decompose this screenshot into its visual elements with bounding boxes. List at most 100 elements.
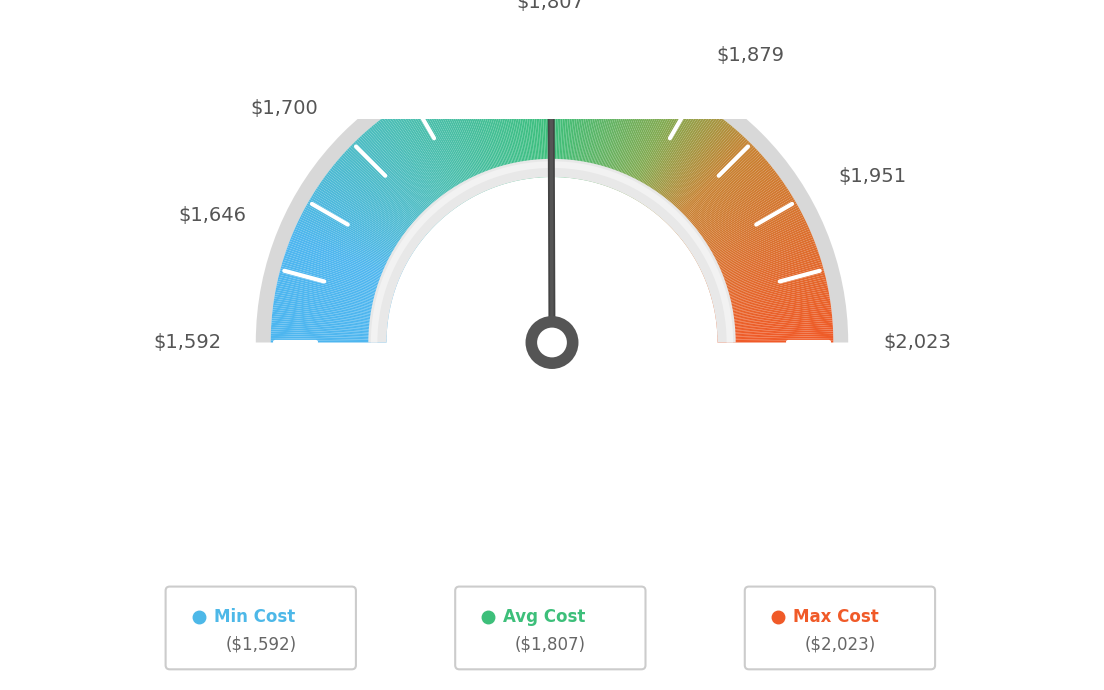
Wedge shape	[286, 249, 396, 289]
Wedge shape	[386, 114, 456, 208]
Wedge shape	[718, 338, 834, 341]
Wedge shape	[312, 194, 412, 256]
Wedge shape	[418, 94, 475, 197]
Wedge shape	[715, 294, 829, 315]
Wedge shape	[495, 67, 520, 181]
Wedge shape	[270, 329, 386, 336]
Wedge shape	[289, 239, 399, 283]
Wedge shape	[284, 255, 394, 293]
Wedge shape	[604, 76, 644, 186]
Text: ($1,807): ($1,807)	[514, 635, 586, 653]
Wedge shape	[670, 145, 754, 227]
Wedge shape	[698, 209, 800, 265]
Wedge shape	[678, 160, 767, 236]
Wedge shape	[614, 81, 660, 190]
Wedge shape	[390, 111, 458, 207]
Wedge shape	[333, 163, 425, 238]
Wedge shape	[512, 63, 530, 179]
Wedge shape	[638, 103, 701, 202]
Wedge shape	[311, 195, 411, 257]
Wedge shape	[686, 177, 781, 246]
Wedge shape	[344, 152, 431, 231]
Wedge shape	[298, 219, 403, 271]
Wedge shape	[708, 247, 817, 288]
Wedge shape	[553, 61, 556, 177]
Wedge shape	[712, 270, 825, 302]
Wedge shape	[287, 247, 396, 288]
Wedge shape	[443, 83, 489, 190]
Wedge shape	[501, 66, 523, 179]
Wedge shape	[718, 323, 832, 332]
Wedge shape	[718, 340, 834, 342]
Wedge shape	[707, 241, 815, 284]
Wedge shape	[714, 292, 829, 314]
Wedge shape	[718, 331, 834, 337]
Wedge shape	[361, 135, 440, 221]
Wedge shape	[300, 215, 404, 268]
Wedge shape	[693, 197, 794, 258]
Wedge shape	[718, 327, 834, 335]
Wedge shape	[697, 207, 799, 264]
Wedge shape	[434, 86, 484, 193]
Wedge shape	[584, 67, 609, 181]
Wedge shape	[556, 61, 561, 177]
Wedge shape	[679, 161, 768, 237]
Wedge shape	[270, 340, 386, 342]
Wedge shape	[351, 144, 435, 226]
Wedge shape	[392, 110, 459, 206]
Wedge shape	[277, 281, 391, 308]
Wedge shape	[688, 183, 785, 250]
Wedge shape	[681, 166, 773, 240]
Wedge shape	[306, 205, 407, 263]
Wedge shape	[583, 66, 607, 180]
Wedge shape	[358, 137, 438, 223]
Wedge shape	[693, 195, 793, 257]
Wedge shape	[594, 70, 626, 183]
Wedge shape	[672, 150, 758, 230]
Wedge shape	[669, 144, 753, 226]
Wedge shape	[715, 301, 830, 319]
Wedge shape	[708, 249, 818, 289]
Wedge shape	[487, 68, 514, 181]
Wedge shape	[353, 142, 436, 226]
Wedge shape	[713, 281, 827, 308]
Wedge shape	[703, 229, 810, 277]
Wedge shape	[416, 95, 474, 197]
Wedge shape	[590, 68, 617, 181]
Wedge shape	[697, 205, 798, 263]
Wedge shape	[710, 257, 821, 294]
Wedge shape	[696, 201, 796, 261]
Wedge shape	[655, 121, 728, 213]
Wedge shape	[701, 221, 807, 272]
Wedge shape	[413, 97, 471, 199]
Wedge shape	[297, 221, 403, 272]
Wedge shape	[582, 66, 605, 180]
Wedge shape	[272, 325, 386, 333]
Wedge shape	[397, 106, 463, 204]
Wedge shape	[476, 71, 508, 184]
Wedge shape	[705, 239, 815, 283]
Wedge shape	[698, 211, 802, 266]
Wedge shape	[662, 133, 741, 220]
Wedge shape	[702, 225, 808, 275]
Wedge shape	[712, 275, 826, 304]
Wedge shape	[276, 288, 390, 311]
Wedge shape	[641, 106, 707, 204]
Wedge shape	[700, 217, 805, 270]
Wedge shape	[347, 148, 433, 229]
Wedge shape	[499, 66, 522, 180]
Wedge shape	[526, 62, 538, 178]
Wedge shape	[497, 66, 521, 180]
Wedge shape	[716, 307, 831, 323]
Wedge shape	[426, 90, 479, 195]
Wedge shape	[580, 65, 601, 179]
Wedge shape	[635, 99, 696, 200]
Wedge shape	[675, 153, 762, 232]
Wedge shape	[490, 68, 517, 181]
Wedge shape	[581, 66, 603, 179]
Wedge shape	[290, 237, 399, 282]
Text: $1,592: $1,592	[153, 333, 221, 352]
Wedge shape	[287, 245, 396, 286]
Wedge shape	[704, 235, 813, 280]
Wedge shape	[567, 62, 581, 178]
